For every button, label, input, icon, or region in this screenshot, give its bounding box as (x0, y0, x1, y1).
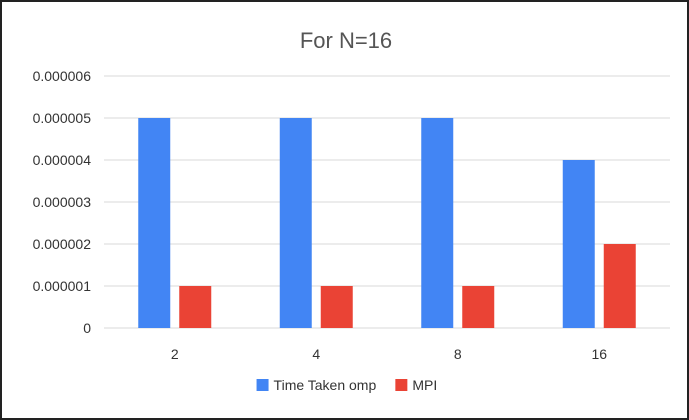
legend-swatch (256, 379, 269, 391)
bar-mpi-16 (603, 244, 636, 328)
x-tick-label: 2 (171, 346, 179, 362)
y-axis-ticks: 0 0.000001 0.000002 0.000003 0.000004 0.00000… (33, 68, 92, 336)
y-tick-label: 0 (83, 320, 91, 336)
chart-title: For N=16 (300, 28, 392, 53)
legend-swatch (395, 379, 408, 391)
bar-time-taken-omp-8 (421, 118, 454, 328)
y-tick-label: 0.000003 (33, 194, 92, 210)
bar-time-taken-omp-2 (138, 118, 171, 328)
bars (138, 118, 636, 328)
x-tick-label: 4 (312, 346, 320, 362)
y-tick-label: 0.000002 (33, 236, 92, 252)
legend: Time Taken omp MPI (256, 377, 437, 393)
bar-time-taken-omp-16 (562, 160, 595, 328)
x-tick-label: 16 (591, 346, 607, 362)
y-tick-label: 0.000001 (33, 278, 92, 294)
x-tick-label: 8 (454, 346, 462, 362)
y-tick-label: 0.000006 (33, 68, 92, 84)
bar-mpi-8 (462, 286, 495, 328)
x-axis-ticks: 2 4 8 16 (171, 346, 607, 362)
y-tick-label: 0.000004 (33, 152, 92, 168)
legend-label: MPI (412, 377, 437, 393)
bar-mpi-2 (179, 286, 212, 328)
bar-mpi-4 (320, 286, 353, 328)
bar-time-taken-omp-4 (279, 118, 312, 328)
y-tick-label: 0.000005 (33, 110, 92, 126)
legend-label: Time Taken omp (274, 377, 377, 393)
